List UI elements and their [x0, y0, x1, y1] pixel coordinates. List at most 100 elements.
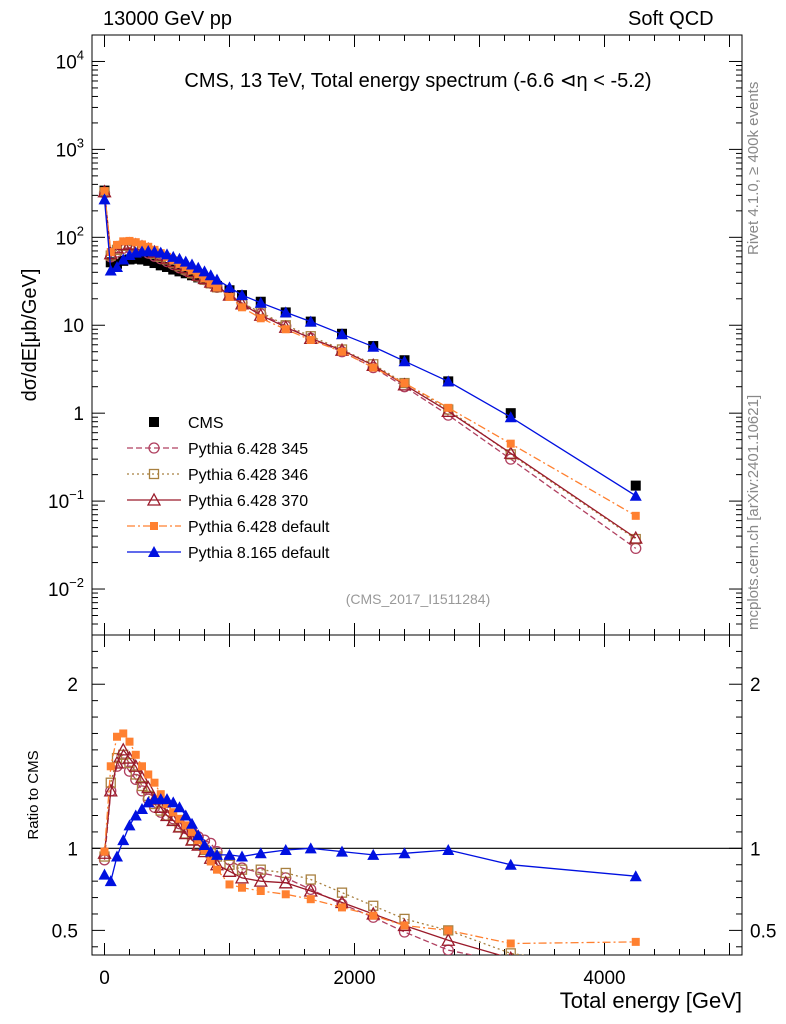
- legend-marker-py345: [148, 442, 160, 454]
- main-y-tick-exponent: 3: [77, 135, 84, 150]
- main-point-pydef6: [506, 439, 515, 448]
- ratio-point-pydef6: [206, 857, 215, 866]
- main-point-pydef6: [225, 292, 234, 301]
- main-y-tick-label: 10: [63, 316, 84, 337]
- main-point-cms: [174, 266, 185, 277]
- ratio-point-py8: [204, 845, 217, 857]
- ratio-point-py370: [103, 783, 118, 797]
- ratio-point-py370: [141, 780, 156, 794]
- ratio-point-py8: [104, 875, 117, 887]
- ratio-point-pydef6: [106, 762, 115, 771]
- main-point-pydef6: [213, 283, 221, 292]
- main-y-tick-base: 10: [56, 140, 77, 161]
- ratio-point-py8: [123, 819, 136, 831]
- header-left-label: 13000 GeV pp: [103, 8, 232, 30]
- ratio-point-py8: [211, 848, 223, 860]
- main-point-py8: [111, 260, 123, 272]
- ratio-point-py8: [367, 848, 380, 860]
- chart-watermark: (CMS_2017_I1511284): [346, 591, 491, 607]
- main-point-py8: [367, 340, 380, 352]
- legend-marker-py346: [148, 468, 160, 480]
- main-point-py8: [223, 281, 236, 293]
- ratio-point-py370: [253, 873, 268, 887]
- main-point-pydef6: [444, 403, 453, 412]
- ratio-point-py8: [223, 848, 236, 860]
- ratio-y-tick-label-left: 1: [67, 839, 78, 860]
- main-point-py8: [192, 261, 205, 273]
- legend-marker-py8: [148, 546, 160, 557]
- main-y-tick-label: 104: [56, 47, 84, 73]
- main-point-py8: [504, 411, 517, 423]
- ratio-point-pydef6: [506, 939, 515, 948]
- main-point-pydef6: [175, 259, 184, 268]
- legend-label-py370: Pythia 6.428 370: [188, 493, 308, 510]
- ratio-point-pydef6: [400, 921, 409, 930]
- main-point-cms: [187, 270, 197, 281]
- legend-marker-pydef6: [150, 522, 158, 530]
- legend-label-cms: CMS: [188, 415, 224, 432]
- legend-label-pydef6: Pythia 6.428 default: [188, 519, 330, 536]
- main-point-pydef6: [138, 240, 146, 249]
- main-point-py8: [204, 269, 217, 281]
- ratio-y-tick-label-left: 0.5: [52, 921, 78, 942]
- ratio-point-py345: [506, 958, 516, 968]
- ratio-point-pydef6: [138, 762, 146, 771]
- ratio-point-py8: [198, 839, 211, 851]
- ratio-point-py8: [142, 796, 155, 808]
- main-point-py8: [304, 315, 317, 327]
- ratio-y-axis-title: Ratio to CMS: [25, 750, 42, 839]
- ratio-point-pydef6: [125, 737, 134, 746]
- ratio-point-py370: [441, 932, 456, 946]
- main-point-pydef6: [188, 266, 196, 275]
- main-point-pydef6: [119, 237, 128, 246]
- main-point-pydef6: [181, 262, 190, 271]
- legend-marker-py370: [146, 492, 162, 506]
- main-y-tick-base: 10: [48, 492, 69, 513]
- main-line-pydef6: [103, 191, 637, 517]
- main-point-cms: [155, 260, 166, 271]
- main-point-pydef6: [113, 240, 121, 249]
- ratio-point-py345: [631, 975, 641, 985]
- ratio-point-py8: [161, 793, 173, 805]
- ratio-point-pydef6: [113, 732, 121, 741]
- main-point-pydef6: [338, 347, 346, 356]
- ratio-point-py8: [192, 829, 205, 841]
- ratio-point-py8: [129, 809, 142, 821]
- main-point-py8: [236, 289, 248, 301]
- main-point-pydef6: [369, 363, 378, 372]
- main-point-py8: [211, 273, 223, 285]
- ratio-point-pydef6: [369, 911, 378, 920]
- main-y-tick-label: 10−1: [48, 487, 84, 513]
- ratio-point-py8: [398, 847, 411, 859]
- main-point-py8: [442, 375, 455, 387]
- main-point-pydef6: [106, 248, 115, 257]
- ratio-point-pydef6: [175, 814, 184, 823]
- ratio-point-py8: [279, 843, 292, 855]
- main-point-pydef6: [206, 279, 215, 288]
- main-y-tick-label: 103: [56, 135, 84, 161]
- main-data-layer: [97, 184, 643, 555]
- ratio-point-pydef6: [119, 729, 128, 738]
- ratio-data-layer: [97, 729, 642, 985]
- ratio-point-py370: [222, 863, 237, 877]
- main-point-pydef6: [281, 325, 290, 334]
- ratio-panel: 0 2000 4000 0.5 0.5 1 1 2 2 Ratio to CMS Total ene…: [25, 634, 776, 1013]
- main-point-pydef6: [100, 187, 109, 196]
- ratio-point-pydef6: [631, 937, 640, 946]
- ratio-point-py346: [236, 864, 248, 875]
- main-point-pydef6: [256, 314, 265, 323]
- ratio-point-py8: [98, 868, 111, 880]
- main-point-py370: [503, 445, 518, 459]
- main-y-tick-base: 1: [73, 404, 84, 425]
- ratio-point-py8: [504, 858, 517, 870]
- ratio-point-py8: [136, 802, 148, 814]
- ratio-point-pydef6: [306, 895, 315, 904]
- ratio-point-pydef6: [238, 883, 246, 892]
- main-y-tick-base: 10: [63, 316, 84, 337]
- main-point-pydef6: [631, 511, 640, 520]
- main-point-py8: [254, 296, 267, 308]
- main-point-py8: [98, 193, 111, 205]
- main-point-pydef6: [194, 270, 203, 279]
